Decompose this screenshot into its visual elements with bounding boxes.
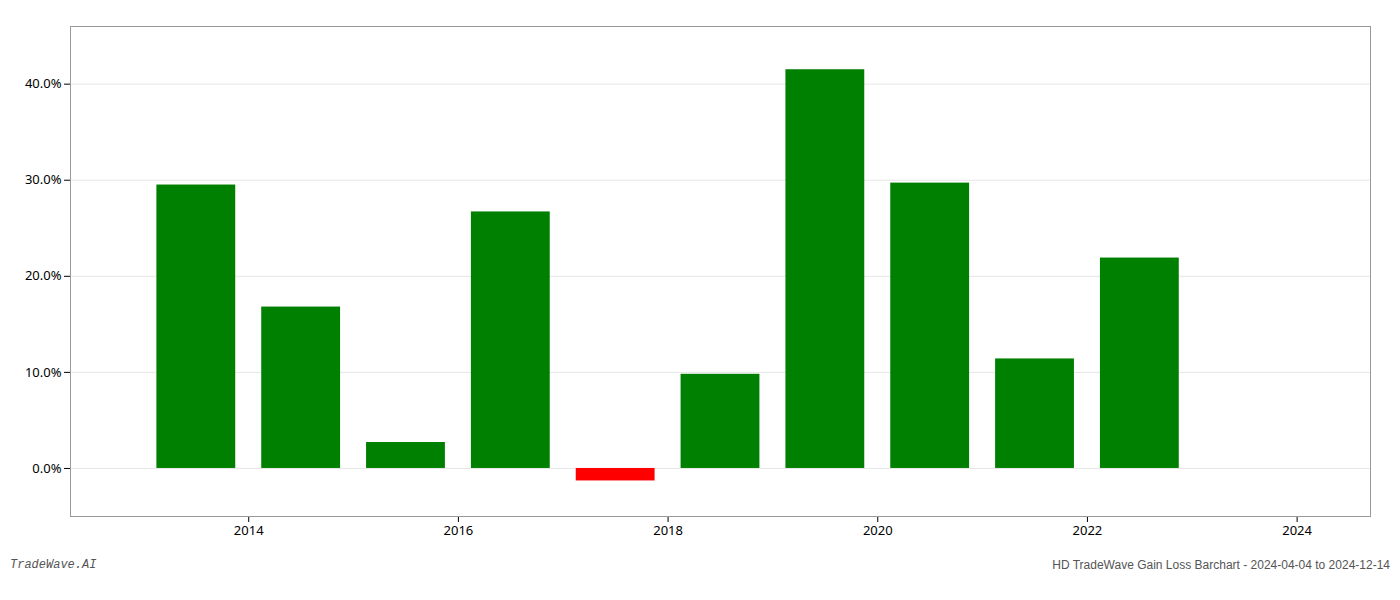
svg-text:0.0%: 0.0%	[32, 459, 61, 477]
html-text:TradeWave.AI: TradeWave.AI	[10, 558, 97, 572]
svg-text:2014: 2014	[234, 521, 264, 539]
svg-text:40.0%: 40.0%	[25, 74, 62, 92]
svg-text:10.0%: 10.0%	[25, 363, 62, 381]
html-text:HD TradeWave Gain Loss Barchar: HD TradeWave Gain Loss Barchart - 2024-0…	[1052, 558, 1390, 572]
svg-text:2024: 2024	[1282, 521, 1312, 539]
svg-text:2018: 2018	[653, 521, 683, 539]
svg-text:2020: 2020	[863, 521, 893, 539]
svg-text:2016: 2016	[444, 521, 474, 539]
svg-text:2022: 2022	[1073, 521, 1103, 539]
svg-text:30.0%: 30.0%	[25, 170, 62, 188]
svg-text:20.0%: 20.0%	[25, 266, 62, 284]
